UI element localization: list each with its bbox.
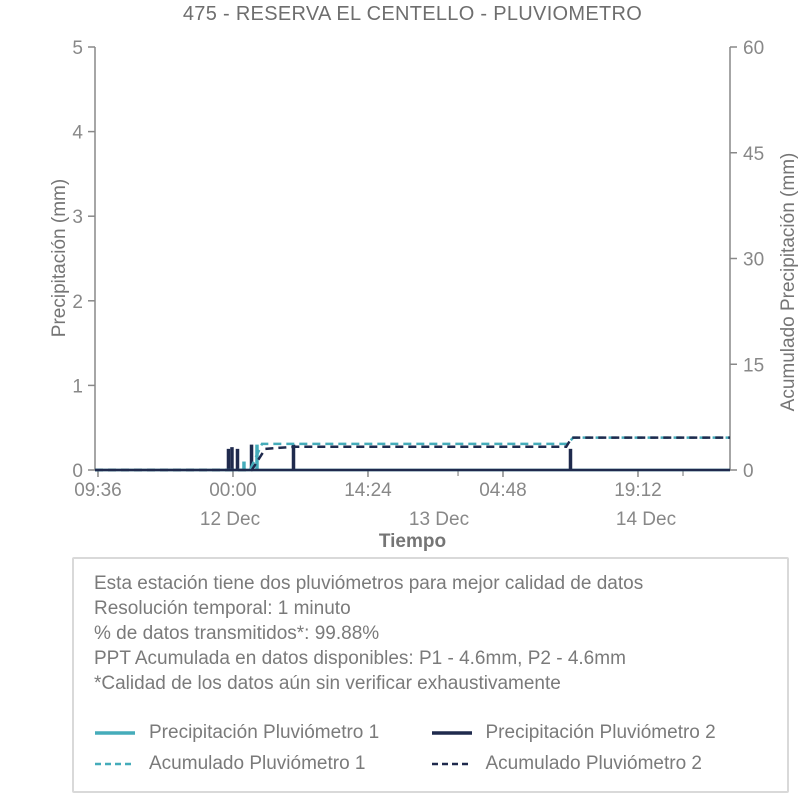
svg-text:12 Dec: 12 Dec <box>200 509 260 530</box>
svg-text:00:00: 00:00 <box>209 480 257 501</box>
legend-line-swatch-icon <box>95 731 135 735</box>
legend-label: Precipitación Pluviómetro 2 <box>485 722 716 743</box>
svg-text:15: 15 <box>743 355 764 376</box>
svg-text:09:36: 09:36 <box>74 480 122 501</box>
svg-text:04:48: 04:48 <box>479 480 527 501</box>
svg-text:19:12: 19:12 <box>614 480 662 501</box>
legend-item-precip-1[interactable]: Precipitación Pluviómetro 1 <box>94 722 431 744</box>
x-axis-title: Tiempo <box>378 531 447 552</box>
station-info-box: Esta estación tiene dos pluviómetros par… <box>72 557 789 793</box>
svg-text:14:24: 14:24 <box>344 480 392 501</box>
svg-text:5: 5 <box>72 38 83 59</box>
info-line-transmitted: % de datos transmitidos*: 99.88% <box>94 623 380 644</box>
svg-text:14 Dec: 14 Dec <box>616 509 676 530</box>
info-line-pluviometers: Esta estación tiene dos pluviómetros par… <box>94 573 644 594</box>
svg-text:45: 45 <box>743 144 764 165</box>
svg-text:30: 30 <box>743 250 764 271</box>
page-title: 475 - RESERVA EL CENTELLO - PLUVIOMETRO <box>182 3 643 25</box>
svg-text:0: 0 <box>743 461 754 482</box>
info-line-quality-note: *Calidad de los datos aún sin verificar … <box>94 673 561 694</box>
legend-dashed-swatch-icon <box>431 762 472 766</box>
svg-text:60: 60 <box>743 38 764 59</box>
svg-text:0: 0 <box>72 461 83 482</box>
svg-text:1: 1 <box>72 376 83 397</box>
info-line-accumulated: PPT Acumulada en datos disponibles: P1 -… <box>94 648 626 669</box>
legend-item-acum-2[interactable]: Acumulado Pluviómetro 2 <box>431 753 768 775</box>
svg-text:2: 2 <box>72 292 83 313</box>
station-info-lines: Esta estación tiene dos pluviómetros par… <box>74 559 787 696</box>
svg-text:4: 4 <box>72 123 83 144</box>
svg-text:13 Dec: 13 Dec <box>409 509 469 530</box>
legend-item-acum-1[interactable]: Acumulado Pluviómetro 1 <box>94 753 431 775</box>
legend-dashed-swatch-icon <box>95 762 135 766</box>
chart-legend: Precipitación Pluviómetro 1 Precipitació… <box>94 722 767 775</box>
info-line-resolution: Resolución temporal: 1 minuto <box>94 598 351 619</box>
legend-item-precip-2[interactable]: Precipitación Pluviómetro 2 <box>431 722 768 744</box>
legend-label: Acumulado Pluviómetro 2 <box>485 753 703 774</box>
legend-line-swatch-icon <box>431 731 472 735</box>
legend-label: Acumulado Pluviómetro 1 <box>149 753 366 774</box>
svg-text:3: 3 <box>72 207 83 228</box>
legend-label: Precipitación Pluviómetro 1 <box>149 722 380 743</box>
